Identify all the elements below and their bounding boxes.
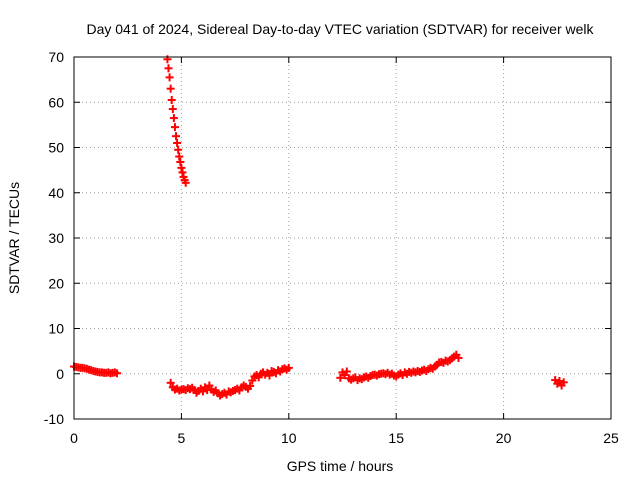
y-tick-label: 60: [48, 94, 64, 110]
data-point: [559, 378, 568, 387]
data-point: [178, 168, 187, 177]
data-point: [168, 105, 177, 114]
y-tick-label: 40: [48, 185, 64, 201]
data-point: [336, 373, 345, 382]
x-tick-label: 10: [281, 430, 297, 446]
data-point: [181, 178, 190, 187]
data-point: [248, 376, 257, 385]
x-tick-label: 20: [496, 430, 512, 446]
data-point: [246, 381, 255, 390]
x-tick-label: 5: [178, 430, 186, 446]
grid-lines: [74, 57, 611, 419]
data-point: [172, 132, 181, 141]
y-tick-label: 50: [48, 140, 64, 156]
data-markers: [70, 55, 568, 400]
data-point: [163, 55, 172, 64]
data-point: [342, 367, 351, 376]
y-tick-label: 0: [56, 366, 64, 382]
data-point: [176, 157, 185, 166]
x-tick-label: 15: [388, 430, 404, 446]
data-point: [555, 376, 564, 385]
y-tick-label: 70: [48, 49, 64, 65]
x-tick-label: 0: [70, 430, 78, 446]
data-point: [166, 378, 175, 387]
y-axis-label: SDTVAR / TECUs: [6, 182, 22, 294]
data-point: [454, 353, 463, 362]
data-point: [173, 138, 182, 147]
y-tick-label: 20: [48, 275, 64, 291]
data-point: [166, 84, 175, 93]
data-point: [177, 163, 186, 172]
x-tick-label: 25: [603, 430, 619, 446]
chart-title: Day 041 of 2024, Sidereal Day-to-day VTE…: [86, 21, 594, 37]
data-point: [167, 95, 176, 104]
data-point: [170, 123, 179, 132]
y-tick-label: 30: [48, 230, 64, 246]
data-point: [175, 152, 184, 161]
data-point: [174, 145, 183, 154]
x-axis-label: GPS time / hours: [287, 458, 394, 474]
data-point: [169, 114, 178, 123]
data-point: [165, 73, 174, 82]
data-point: [265, 371, 274, 380]
y-tick-label: 10: [48, 321, 64, 337]
data-point: [164, 64, 173, 73]
data-point: [205, 381, 214, 390]
data-point: [284, 363, 293, 372]
data-point: [198, 387, 207, 396]
axis-ticks: 0 5 10 15 20 25 -10 0 10 20 30 40 50 60 70: [44, 49, 619, 446]
y-tick-label: -10: [44, 411, 64, 427]
data-point: [112, 369, 121, 378]
